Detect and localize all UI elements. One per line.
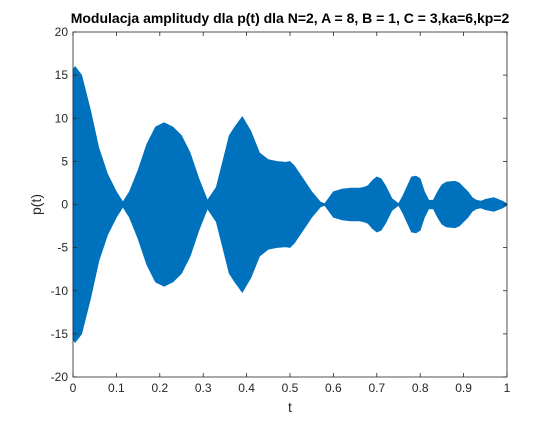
y-tick-label: -5 <box>57 241 68 255</box>
x-tick-label: 0 <box>70 381 77 395</box>
x-axis-label: t <box>288 399 292 415</box>
x-tick-label: 0.6 <box>325 381 342 395</box>
x-tick-label: 0.1 <box>108 381 125 395</box>
y-tick-label: 0 <box>61 198 68 212</box>
x-tick-label: 0.5 <box>282 381 299 395</box>
x-tick-label: 0.9 <box>455 381 472 395</box>
axes-layer: 0 0.1 0.2 0.3 0.4 0.5 0.6 0.7 0.8 0.9 1 -20 -15 -10 -5… <box>51 25 511 395</box>
x-tick-label: 0.4 <box>238 381 255 395</box>
y-tick-label: 20 <box>55 25 69 39</box>
y-tick-label: 15 <box>55 68 69 82</box>
y-axis-label: p(t) <box>28 194 44 215</box>
y-tick-label: 10 <box>55 111 69 125</box>
y-tick-label: -10 <box>51 284 69 298</box>
x-tick-label: 1 <box>504 381 511 395</box>
x-tick-label: 0.3 <box>195 381 212 395</box>
chart-title: Modulacja amplitudy dla p(t) dla N=2, A … <box>71 10 510 26</box>
y-tick-label: -20 <box>51 370 69 384</box>
y-tick-label: -15 <box>51 327 69 341</box>
x-tick-label: 0.8 <box>412 381 429 395</box>
x-tick-label: 0.2 <box>151 381 168 395</box>
x-tick-label: 0.7 <box>368 381 385 395</box>
y-tick-label: 5 <box>61 154 68 168</box>
